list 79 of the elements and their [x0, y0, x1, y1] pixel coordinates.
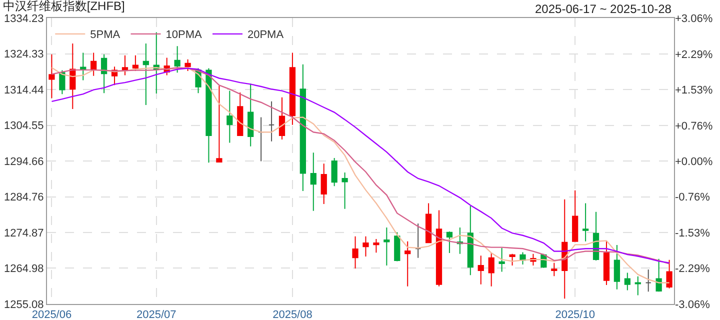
- chart-subtitle: 2025-06-17 ~ 2025-10-28: [535, 2, 672, 16]
- candlestick: [174, 46, 180, 74]
- y-tick-label: 1294.66: [4, 156, 44, 168]
- candlestick: [498, 247, 505, 272]
- candlestick: [352, 236, 358, 269]
- candlestick: [394, 232, 400, 262]
- candlestick: [216, 85, 222, 162]
- candlestick: [184, 58, 191, 72]
- y-tick-label: 1284.76: [4, 192, 44, 204]
- candlestick: [666, 259, 672, 289]
- y2-tick-label: +0.00%: [675, 156, 713, 168]
- candlestick: [206, 68, 212, 164]
- candlestick: [436, 210, 442, 287]
- candlestick: [80, 52, 86, 81]
- y-tick-label: 1264.98: [4, 263, 44, 276]
- candlestick: [373, 238, 380, 254]
- candlestick: [142, 42, 149, 106]
- candlestick: [488, 252, 494, 287]
- candlestick: [425, 202, 432, 244]
- candlestick: [551, 262, 558, 277]
- candlestick: [656, 258, 662, 292]
- candlestick: [248, 83, 254, 147]
- candlestick: [572, 190, 578, 242]
- candlestick: [362, 236, 369, 258]
- y-tick-label: 1324.33: [4, 48, 44, 61]
- x-tick-label: 2025/07: [136, 309, 176, 320]
- candlestick: [237, 92, 244, 136]
- candlestick: [446, 230, 453, 254]
- candlestick: [122, 54, 128, 76]
- candlestick: [467, 205, 474, 276]
- y-tick-label: 1255.08: [4, 298, 44, 311]
- candlestick: [226, 90, 233, 144]
- candlestick: [153, 32, 160, 94]
- chart-title: 中汉纤维板指数[ZHFB]: [2, 0, 125, 13]
- candlestick: [478, 255, 484, 285]
- y2-tick-label: +2.29%: [675, 48, 713, 61]
- y2-tick-label: +1.53%: [675, 84, 713, 96]
- legend-label: 20PMA: [247, 29, 284, 42]
- legend-label: 10PMA: [166, 29, 202, 42]
- candlestick: [384, 226, 390, 266]
- y-tick-label: 1314.44: [4, 84, 44, 96]
- y-tick-label: 1274.87: [4, 227, 44, 240]
- x-tick-label: 2025/08: [272, 309, 312, 320]
- candlestick: [331, 157, 338, 187]
- candlestick: [509, 253, 516, 266]
- legend-label: 5PMA: [90, 29, 121, 42]
- y-tick-label: 1334.23: [4, 12, 44, 25]
- candlestick: [624, 272, 630, 291]
- candlestick: [614, 244, 620, 290]
- candlestick: [603, 240, 610, 286]
- candlestick: [342, 172, 348, 210]
- candlestick: [582, 202, 589, 242]
- y2-tick-label: -2.29%: [675, 262, 710, 275]
- candlestick: [562, 198, 568, 300]
- candlestick: [310, 152, 316, 212]
- candlestick: [634, 276, 641, 296]
- candlestick: [289, 52, 296, 126]
- candlestick: [258, 116, 264, 162]
- y2-tick-label: -1.53%: [675, 227, 710, 240]
- candlestick: [59, 70, 66, 95]
- candlestick: [268, 100, 275, 142]
- x-tick-label: 2025/10: [555, 309, 595, 320]
- candlestick: [320, 163, 327, 204]
- candlestick: [645, 268, 652, 292]
- candlestick: [415, 222, 422, 258]
- y2-tick-label: -3.06%: [675, 298, 710, 311]
- y-tick-label: 1304.55: [4, 120, 44, 132]
- x-tick-label: 2025/06: [32, 309, 72, 320]
- y2-tick-label: +3.06%: [675, 12, 713, 25]
- candlestick: [90, 52, 97, 76]
- candlestick: [278, 96, 286, 140]
- y2-tick-label: +0.76%: [675, 120, 713, 132]
- candlestick: [48, 54, 55, 99]
- candlestick: [70, 42, 76, 110]
- candlestick: [100, 54, 108, 94]
- candlestick: [404, 240, 411, 287]
- y2-tick-label: -0.76%: [675, 191, 710, 204]
- candlestick: [132, 54, 139, 72]
- candlestick: [300, 64, 306, 192]
